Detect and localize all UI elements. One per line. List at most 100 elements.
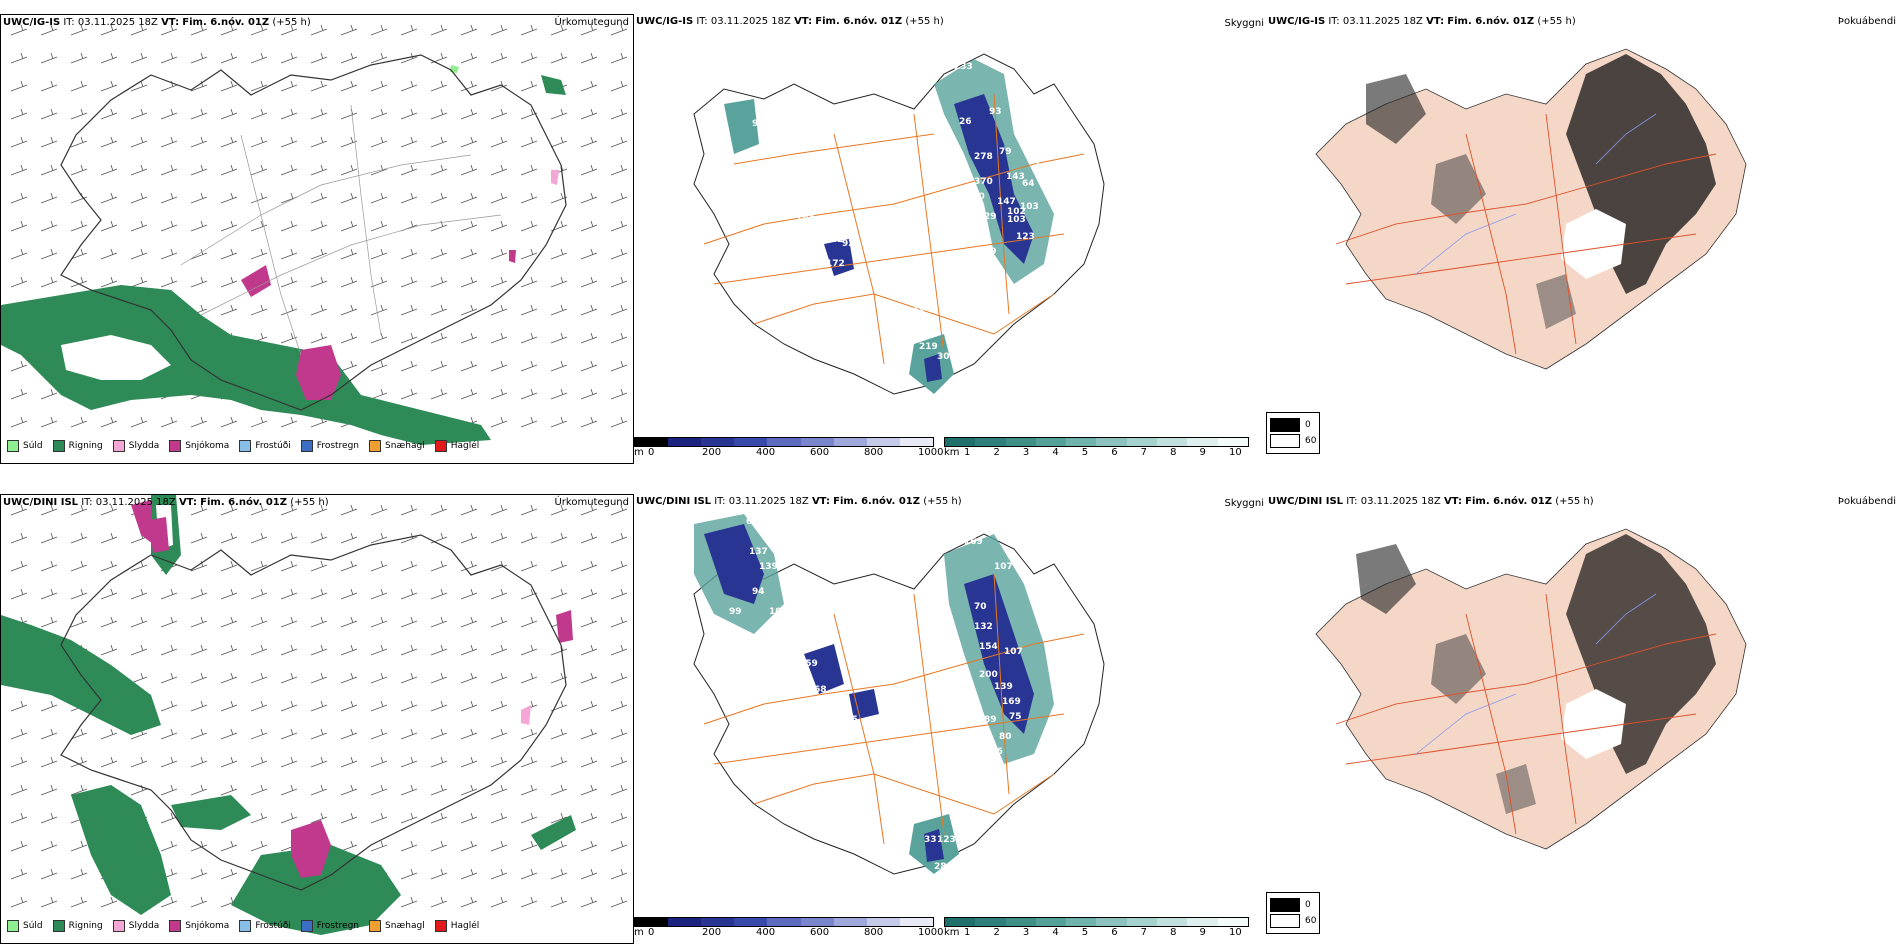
wind-barb [40,784,58,796]
wind-barb [400,672,418,684]
wind-barb [220,192,238,204]
wind-barb [550,360,568,372]
wind-barb [40,756,58,768]
wind-barb [160,24,178,36]
wind-barb [250,52,268,64]
wind-barb [610,248,628,260]
fog-legend-label: 60 [1305,436,1317,446]
legend-swatch [169,440,182,452]
wind-barb [460,644,478,656]
wind-barb [310,560,328,572]
colorbar-tick: 1 [964,447,971,458]
wind-barb [520,728,538,740]
wind-barb [130,756,148,768]
wind-barb [310,644,328,656]
wind-barb [430,672,448,684]
wind-barb [550,52,568,64]
wind-barb [160,728,178,740]
wind-barb [100,192,118,204]
wind-barb [340,812,358,824]
wind-barb [610,108,628,120]
wind-barb [400,588,418,600]
wind-barb [190,560,208,572]
wind-barb [520,416,538,428]
wind-barb [250,560,268,572]
wind-barb [40,52,58,64]
cloudbase-label: 71 [894,337,907,347]
legend-item: Haglél [434,440,480,452]
cloudbase-label: 159 [799,659,818,669]
wind-barb [130,108,148,120]
wind-barb [460,164,478,176]
wind-barb [550,644,568,656]
wind-barb [190,164,208,176]
wind-barb [520,332,538,344]
wind-barb [160,896,178,908]
wind-barb [220,136,238,148]
legend-item: Frostúði [239,440,291,452]
wind-barb [40,192,58,204]
wind-barb [580,868,598,880]
wind-barb [220,532,238,544]
colorbar-unit: m [634,927,644,938]
wind-barb [550,276,568,288]
legend-label: Haglél [450,441,480,451]
colorbar-segment [1096,438,1127,446]
wind-barb [580,360,598,372]
wind-barb [310,80,328,92]
colorbar-tick: 8 [1170,927,1177,938]
wind-barb [310,220,328,232]
wind-barb [100,276,118,288]
wind-barb [130,672,148,684]
wind-barb [580,504,598,516]
fog-legend-label: 0 [1305,900,1311,910]
wind-barb [580,756,598,768]
wind-barb [400,52,418,64]
cloudbase-label: 169 [1002,697,1021,707]
wind-barb [400,896,418,908]
wind-barb [430,248,448,260]
fog-legend-row: 60 [1270,434,1316,448]
cloudbase-label: 75 [1009,712,1022,722]
wind-barb [400,756,418,768]
wind-barb [490,24,508,36]
wind-barb [160,276,178,288]
cloudbase-label: 170 [966,192,985,202]
wind-barb [490,840,508,852]
wind-barb [520,192,538,204]
wind-barb [340,248,358,260]
wind-barb [190,108,208,120]
wind-barb [430,868,448,880]
wind-barb [130,644,148,656]
wind-barb [250,532,268,544]
panel-header: UWC/DINI ISL IT: 03.11.2025 18Z VT: Fim.… [1268,496,1594,507]
rain-area [1,285,491,445]
wind-barb [400,164,418,176]
visibility-colorbar: km 1 2 3 4 5 6 7 8 9 10 [944,437,1249,459]
fog-swatch [1270,434,1300,448]
wind-barb [610,332,628,344]
wind-barb [160,52,178,64]
legend-label: Snæhagl [385,441,425,451]
wind-barb [460,840,478,852]
wind-barb [400,840,418,852]
wind-barb [190,24,208,36]
legend-label: Snæhagl [385,921,425,931]
colorbar-segment [833,918,867,926]
wind-barb [460,616,478,628]
wind-barb [610,304,628,316]
wind-barb [490,644,508,656]
wind-barb [100,756,118,768]
wind-barb [160,192,178,204]
wind-barb [160,840,178,852]
legend-label: Frostúði [255,441,291,451]
cloudbase-label: 123 [1016,232,1035,242]
wind-barb [520,248,538,260]
wind-barb [70,80,88,92]
wind-barb [520,616,538,628]
wind-barb [220,728,238,740]
wind-barb [610,416,628,428]
legend-item: Súld [7,920,43,932]
wind-barb [70,532,88,544]
wind-barb [190,896,208,908]
